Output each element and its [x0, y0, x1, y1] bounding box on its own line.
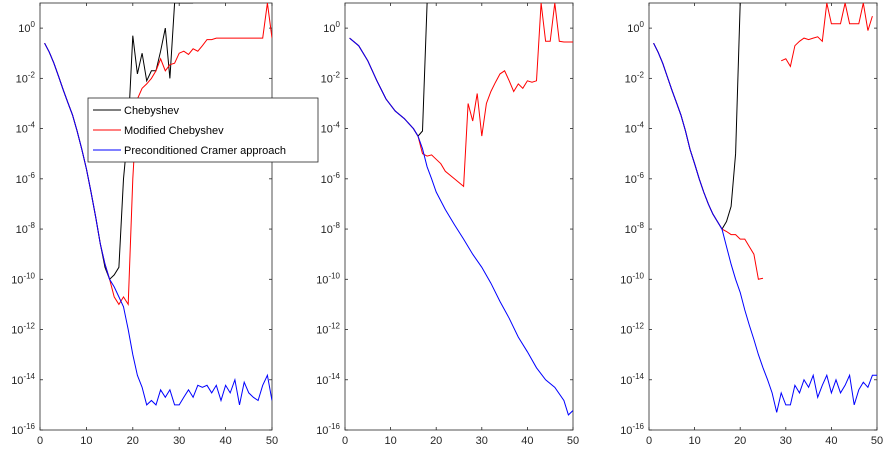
- x-tick-label: 10: [688, 435, 700, 447]
- y-tick-label: 10-10: [11, 271, 35, 286]
- x-tick-label: 20: [127, 435, 139, 447]
- legend-entry: Modified Chebyshev: [124, 125, 224, 137]
- y-tick-label: 10-8: [321, 221, 341, 236]
- y-tick-label: 10-6: [625, 171, 645, 186]
- y-tick-label: 10-10: [316, 271, 340, 286]
- y-tick-label: 10-16: [620, 422, 644, 437]
- y-tick-label: 10-6: [321, 171, 341, 186]
- y-tick-label: 10-12: [11, 322, 35, 337]
- x-tick-label: 10: [384, 435, 396, 447]
- legend-entry: Preconditioned Cramer approach: [124, 145, 286, 157]
- x-tick-label: 40: [521, 435, 533, 447]
- y-tick-label: 10-14: [316, 372, 340, 387]
- x-tick-label: 50: [871, 435, 883, 447]
- series-line-preconditioned-cramer-approach: [44, 42, 272, 406]
- x-tick-label: 0: [37, 435, 43, 447]
- series-line-preconditioned-cramer-approach: [653, 42, 877, 413]
- x-tick-label: 20: [734, 435, 746, 447]
- y-tick-label: 100: [18, 20, 35, 35]
- x-tick-label: 40: [219, 435, 231, 447]
- y-tick-label: 10-14: [11, 372, 35, 387]
- y-tick-label: 10-16: [11, 422, 35, 437]
- series-line-modified-chebyshev: [349, 3, 573, 188]
- x-tick-label: 30: [476, 435, 488, 447]
- y-tick-label: 10-14: [620, 372, 644, 387]
- y-tick-label: 10-12: [316, 322, 340, 337]
- x-tick-label: 50: [266, 435, 278, 447]
- y-tick-label: 10-8: [16, 221, 36, 236]
- y-tick-label: 10-12: [620, 322, 644, 337]
- axes-frame: [648, 2, 878, 431]
- x-tick-label: 20: [430, 435, 442, 447]
- y-tick-label: 10-4: [321, 121, 341, 136]
- subplot-2: 0 10 20 30 40 50 10-16 10-14 10-12 10-10 10-8 10-6 1…: [316, 2, 579, 447]
- x-tick-label: 0: [342, 435, 348, 447]
- y-tick-label: 10-2: [16, 70, 36, 85]
- legend-entry: Chebyshev: [124, 105, 180, 117]
- legend: Chebyshev Modified Chebyshev Preconditione…: [87, 97, 319, 163]
- y-tick-label: 10-2: [321, 70, 341, 85]
- series-line-modified-chebyshev: [653, 3, 873, 280]
- axes-frame: [39, 2, 273, 431]
- y-tick-label: 10-2: [625, 70, 645, 85]
- y-tick-label: 10-10: [620, 271, 644, 286]
- y-tick-label: 10-6: [16, 171, 36, 186]
- subplot-3: 0 10 20 30 40 50 10-16 10-14 10-12 10-10 10-8 10-6 1…: [620, 2, 883, 447]
- x-tick-label: 50: [567, 435, 579, 447]
- y-tick-label: 100: [627, 20, 644, 35]
- series-line-chebyshev: [653, 3, 741, 231]
- x-tick-label: 30: [780, 435, 792, 447]
- x-tick-label: 10: [80, 435, 92, 447]
- subplot-1: 0 10 20 30 40 50 10-16 10-14 10-12 10-10 10-8 10-6 1…: [11, 2, 319, 447]
- series-line-preconditioned-cramer-approach: [349, 37, 573, 416]
- y-tick-label: 10-8: [625, 221, 645, 236]
- y-tick-label: 10-4: [625, 121, 645, 136]
- x-tick-label: 0: [646, 435, 652, 447]
- series-line-chebyshev: [349, 3, 428, 137]
- y-tick-label: 10-4: [16, 121, 36, 136]
- y-tick-label: 100: [323, 20, 340, 35]
- axes-frame: [344, 2, 574, 431]
- legend-box: [87, 97, 319, 163]
- y-tick-label: 10-16: [316, 422, 340, 437]
- x-tick-label: 30: [173, 435, 185, 447]
- x-tick-label: 40: [825, 435, 837, 447]
